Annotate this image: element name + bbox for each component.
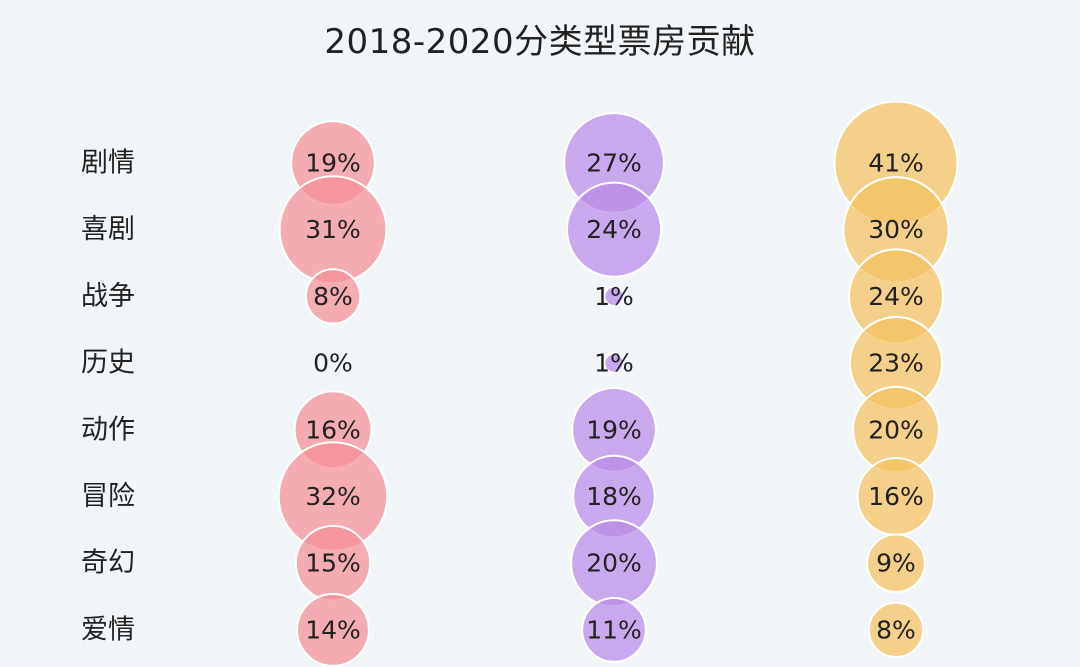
bubble-value-label: 24% bbox=[586, 215, 642, 244]
bubble-labels: 19% 31% 8% 0% 16% 32% 15% 14% 27% 24% 1% 1% 19% 18% 20… bbox=[305, 149, 924, 645]
bubble-value-label: 8% bbox=[876, 615, 916, 644]
bubble bbox=[603, 352, 625, 374]
bubble bbox=[603, 285, 625, 307]
chart-title: 2018-2020分类型票房贡献 bbox=[324, 22, 756, 62]
bubble-value-label: 20% bbox=[868, 415, 924, 444]
bubble-value-label: 1% bbox=[594, 349, 634, 378]
category-label: 奇幻 bbox=[81, 548, 135, 579]
bubble-value-label: 19% bbox=[305, 149, 361, 178]
bubble-value-label: 16% bbox=[305, 415, 361, 444]
bubble-value-label: 19% bbox=[586, 415, 642, 444]
bubble-value-label: 24% bbox=[868, 282, 924, 311]
category-label: 喜剧 bbox=[81, 214, 135, 245]
bubbles bbox=[277, 100, 959, 667]
bubble-value-label: 1% bbox=[594, 282, 634, 311]
bubble bbox=[581, 597, 647, 663]
category-label: 战争 bbox=[81, 281, 135, 312]
bubble bbox=[565, 181, 663, 278]
bubble bbox=[867, 601, 925, 659]
bubble-value-label: 32% bbox=[305, 482, 361, 511]
bubble bbox=[304, 268, 362, 325]
category-label: 冒险 bbox=[81, 481, 135, 512]
category-label: 动作 bbox=[81, 414, 135, 445]
category-label: 历史 bbox=[81, 348, 135, 379]
bubble bbox=[296, 592, 370, 667]
bubble-value-label: 8% bbox=[313, 282, 353, 311]
bubble-value-label: 41% bbox=[868, 149, 924, 178]
bubble-value-label: 31% bbox=[305, 215, 361, 244]
bubble-value-label: 20% bbox=[586, 549, 642, 578]
bubble-value-label: 23% bbox=[868, 349, 924, 378]
bubble-value-label: 0% bbox=[313, 349, 353, 378]
bubble-value-label: 18% bbox=[586, 482, 642, 511]
bubble-value-label: 14% bbox=[305, 615, 361, 644]
bubble-value-label: 9% bbox=[876, 549, 916, 578]
category-label: 爱情 bbox=[81, 614, 135, 645]
bubble-value-label: 11% bbox=[586, 615, 642, 644]
bubble-value-label: 27% bbox=[586, 149, 642, 178]
bubble-value-label: 15% bbox=[305, 549, 361, 578]
bubble bbox=[866, 533, 926, 594]
bubble-value-label: 16% bbox=[868, 482, 924, 511]
category-label: 剧情 bbox=[81, 148, 135, 179]
bubble-value-label: 30% bbox=[868, 215, 924, 244]
